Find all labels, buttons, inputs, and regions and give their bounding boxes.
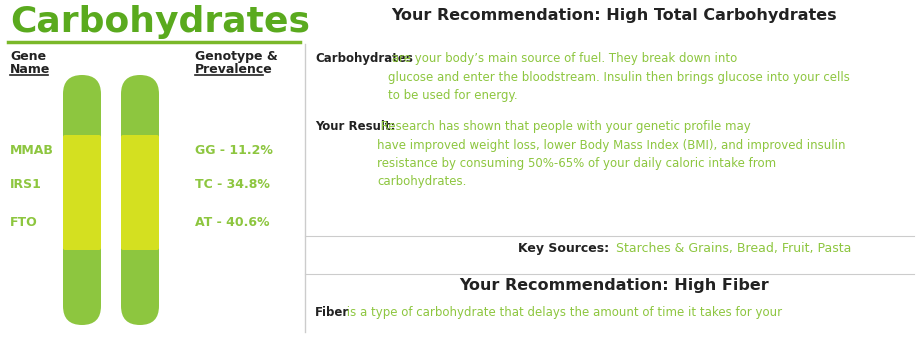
Text: Name: Name <box>10 63 51 76</box>
Text: GG - 11.2%: GG - 11.2% <box>195 143 273 156</box>
Text: Prevalence: Prevalence <box>195 63 273 76</box>
Text: are your body’s main source of fuel. They break down into
glucose and enter the : are your body’s main source of fuel. The… <box>388 52 850 102</box>
Text: Your Result:: Your Result: <box>315 120 395 133</box>
Text: FTO: FTO <box>10 216 38 228</box>
Text: Research has shown that people with your genetic profile may
have improved weigh: Research has shown that people with your… <box>377 120 845 188</box>
Text: Carbohydrates: Carbohydrates <box>10 5 310 39</box>
Text: Carbohydrates: Carbohydrates <box>315 52 413 65</box>
Text: MMAB: MMAB <box>10 143 54 156</box>
FancyBboxPatch shape <box>121 135 159 250</box>
Text: Fiber: Fiber <box>315 306 349 319</box>
Text: Gene: Gene <box>10 50 46 63</box>
FancyBboxPatch shape <box>121 75 159 325</box>
Text: Genotype &: Genotype & <box>195 50 278 63</box>
Text: Your Recommendation: High Fiber: Your Recommendation: High Fiber <box>459 278 770 293</box>
FancyBboxPatch shape <box>63 135 101 250</box>
Text: TC - 34.8%: TC - 34.8% <box>195 178 270 191</box>
Text: Starches & Grains, Bread, Fruit, Pasta: Starches & Grains, Bread, Fruit, Pasta <box>612 242 851 255</box>
Text: AT - 40.6%: AT - 40.6% <box>195 216 270 228</box>
FancyBboxPatch shape <box>63 75 101 325</box>
Text: is a type of carbohydrate that delays the amount of time it takes for your: is a type of carbohydrate that delays th… <box>343 306 782 319</box>
Text: IRS1: IRS1 <box>10 178 42 191</box>
Text: Your Recommendation: High Total Carbohydrates: Your Recommendation: High Total Carbohyd… <box>392 8 837 23</box>
Text: Key Sources:: Key Sources: <box>518 242 610 255</box>
